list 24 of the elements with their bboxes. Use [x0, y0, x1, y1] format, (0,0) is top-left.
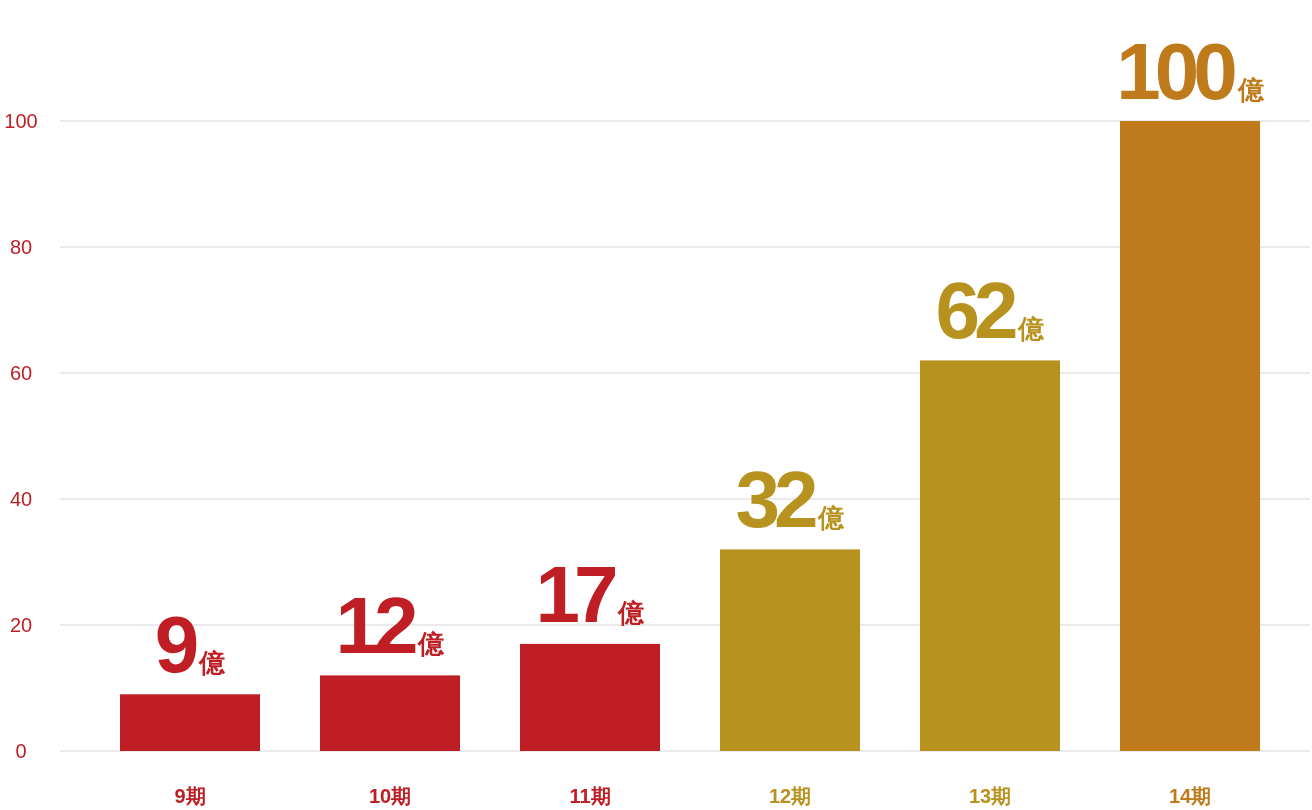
y-tick-label: 100: [4, 110, 38, 132]
y-tick-label: 20: [9, 614, 33, 636]
x-tick-label: 10期: [368, 785, 412, 807]
data-label: 100億: [1116, 27, 1265, 116]
data-label: 9億: [154, 600, 227, 690]
data-label: 62億: [935, 266, 1046, 356]
x-tick-label: 14期: [1168, 785, 1212, 807]
data-label: 17億: [535, 549, 646, 639]
bar: [920, 360, 1060, 751]
y-tick-label: 0: [15, 740, 27, 762]
x-tick-label: 12期: [768, 785, 812, 807]
x-tick-label: 13期: [968, 785, 1012, 807]
bar: [1120, 121, 1260, 751]
y-tick-label: 60: [9, 362, 33, 384]
y-tick-label: 40: [9, 488, 33, 510]
bar: [520, 643, 660, 751]
bar: [120, 694, 260, 751]
y-tick-label: 80: [9, 236, 33, 258]
x-tick-label: 9期: [174, 785, 206, 807]
bar: [720, 549, 860, 751]
data-label: 32億: [735, 455, 846, 545]
bar: [320, 675, 460, 751]
x-tick-label: 11期: [569, 785, 611, 807]
data-label: 12億: [335, 581, 446, 671]
